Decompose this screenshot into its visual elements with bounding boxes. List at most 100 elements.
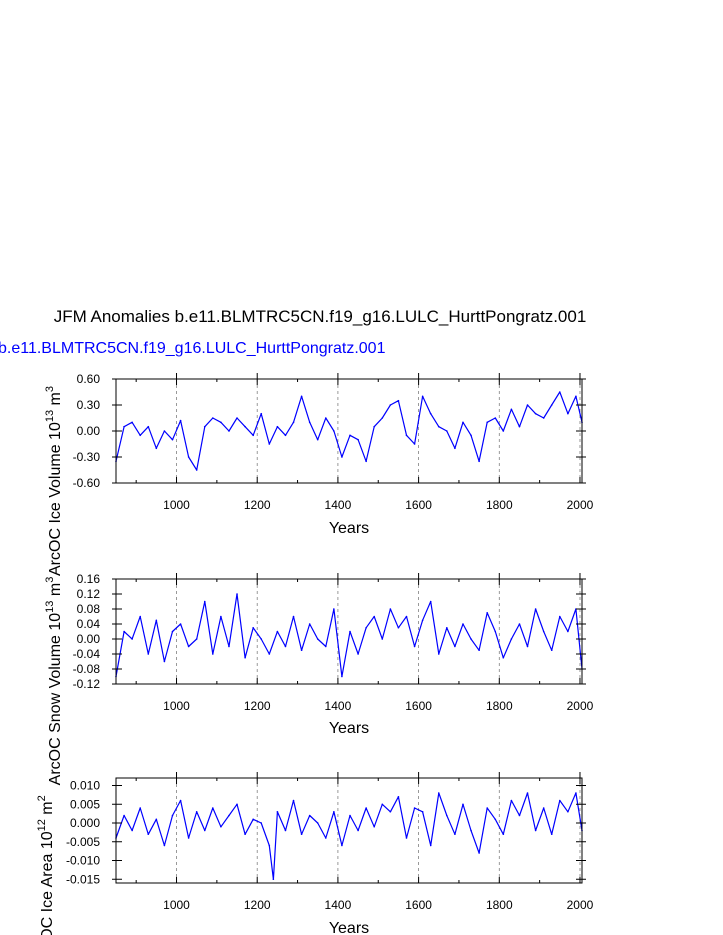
data-point <box>526 792 529 794</box>
x-tick-label: 1800 <box>486 699 513 713</box>
data-point <box>405 434 408 437</box>
data-point <box>300 649 303 652</box>
data-point <box>397 626 400 629</box>
data-point <box>486 421 488 424</box>
panel-ice-volume: 1000 1200 1400 1600 1800 2000 -0.60 -0.30 0.00 0.… <box>44 372 594 576</box>
y-axis-title-unit-exponent: 2 <box>36 795 48 801</box>
data-point <box>187 645 190 648</box>
data-point <box>454 447 456 450</box>
panel-ice-area: 1000 1200 1400 1600 1800 2000 -0.015 -0.010 -0.0… <box>36 772 594 935</box>
data-point <box>389 810 392 813</box>
x-tick-label: 2000 <box>567 498 594 512</box>
data-point <box>123 425 125 428</box>
x-tick-label: 1600 <box>405 898 432 912</box>
data-point <box>220 825 222 828</box>
y-axis-title: ArcOC Ice Volume 1013 m3 <box>44 386 64 576</box>
data-point <box>244 656 246 659</box>
data-point <box>437 653 440 655</box>
data-point <box>147 425 150 428</box>
data-point <box>357 653 359 655</box>
plot-frame <box>115 777 583 884</box>
data-point <box>268 844 271 847</box>
data-point <box>187 837 190 839</box>
data-point <box>470 434 472 437</box>
data-point <box>446 430 448 432</box>
data-point <box>163 660 166 663</box>
data-point <box>462 421 464 424</box>
y-axis-title-exponent: 12 <box>36 819 48 831</box>
y-tick-label: 0.08 <box>77 602 101 616</box>
data-point <box>236 417 238 419</box>
chart-panels: 1000 1200 1400 1600 1800 2000-0.60-0.300.000.… <box>36 372 594 935</box>
y-tick-label: 0.16 <box>77 572 101 586</box>
data-point <box>357 829 359 832</box>
data-point <box>341 456 343 458</box>
data-point <box>365 807 367 809</box>
data-point <box>212 653 214 655</box>
y-tick-label: -0.08 <box>73 662 101 676</box>
data-point <box>567 630 569 633</box>
x-axis-title: Years <box>329 720 369 737</box>
data-point <box>502 656 505 659</box>
data-point <box>203 829 206 832</box>
y-tick-label: -0.04 <box>73 647 101 661</box>
x-tick-label: 1000 <box>163 699 190 713</box>
data-point <box>381 638 384 640</box>
data-point <box>308 623 311 625</box>
data-point <box>228 430 230 432</box>
y-axis-title-unit: m <box>47 583 64 601</box>
data-point <box>446 626 448 629</box>
data-point <box>316 438 319 441</box>
data-point <box>397 399 400 402</box>
data-point <box>526 404 529 406</box>
data-point <box>421 395 424 398</box>
y-axis-title-text: ArcOC Ice Area 10 <box>39 831 56 935</box>
data-point <box>478 460 480 463</box>
data-point <box>502 430 505 432</box>
data-point <box>534 829 537 832</box>
data-point <box>292 615 295 618</box>
data-point <box>575 395 577 398</box>
data-point <box>252 626 254 629</box>
series-line <box>115 792 583 880</box>
y-tick-label: 0.12 <box>77 587 101 601</box>
data-point <box>139 807 142 809</box>
data-point <box>349 630 351 633</box>
y-axis-title: ArcOC Snow Volume 1013 m3 <box>44 577 64 786</box>
data-point <box>478 852 480 854</box>
y-axis-title-unit: m <box>39 801 56 819</box>
data-point <box>454 645 456 648</box>
data-point <box>534 608 537 610</box>
data-point <box>365 626 367 629</box>
y-tick-label: -0.010 <box>66 854 100 868</box>
data-point <box>228 645 230 648</box>
x-tick-label: 2000 <box>567 898 594 912</box>
data-point <box>341 844 343 847</box>
data-point <box>567 810 569 813</box>
data-point <box>510 408 513 411</box>
data-point <box>276 425 279 428</box>
data-point <box>268 653 271 655</box>
x-tick-label: 1800 <box>486 498 513 512</box>
data-point <box>542 630 545 633</box>
data-point <box>308 421 311 424</box>
data-point <box>252 434 254 437</box>
data-point <box>292 799 295 802</box>
data-point <box>252 818 254 821</box>
data-point <box>494 818 497 821</box>
data-point <box>470 638 472 640</box>
data-point <box>220 615 222 618</box>
data-point <box>300 395 303 398</box>
data-point <box>300 833 303 836</box>
data-point <box>341 675 343 678</box>
y-axis-title-exponent: 13 <box>44 410 56 422</box>
y-axis-title-unit-exponent: 3 <box>44 386 56 392</box>
data-point <box>349 814 351 817</box>
data-point <box>381 417 384 419</box>
data-point <box>316 638 319 640</box>
data-point <box>446 814 448 817</box>
data-point <box>284 434 287 437</box>
data-point <box>502 833 505 836</box>
data-point <box>155 818 158 821</box>
